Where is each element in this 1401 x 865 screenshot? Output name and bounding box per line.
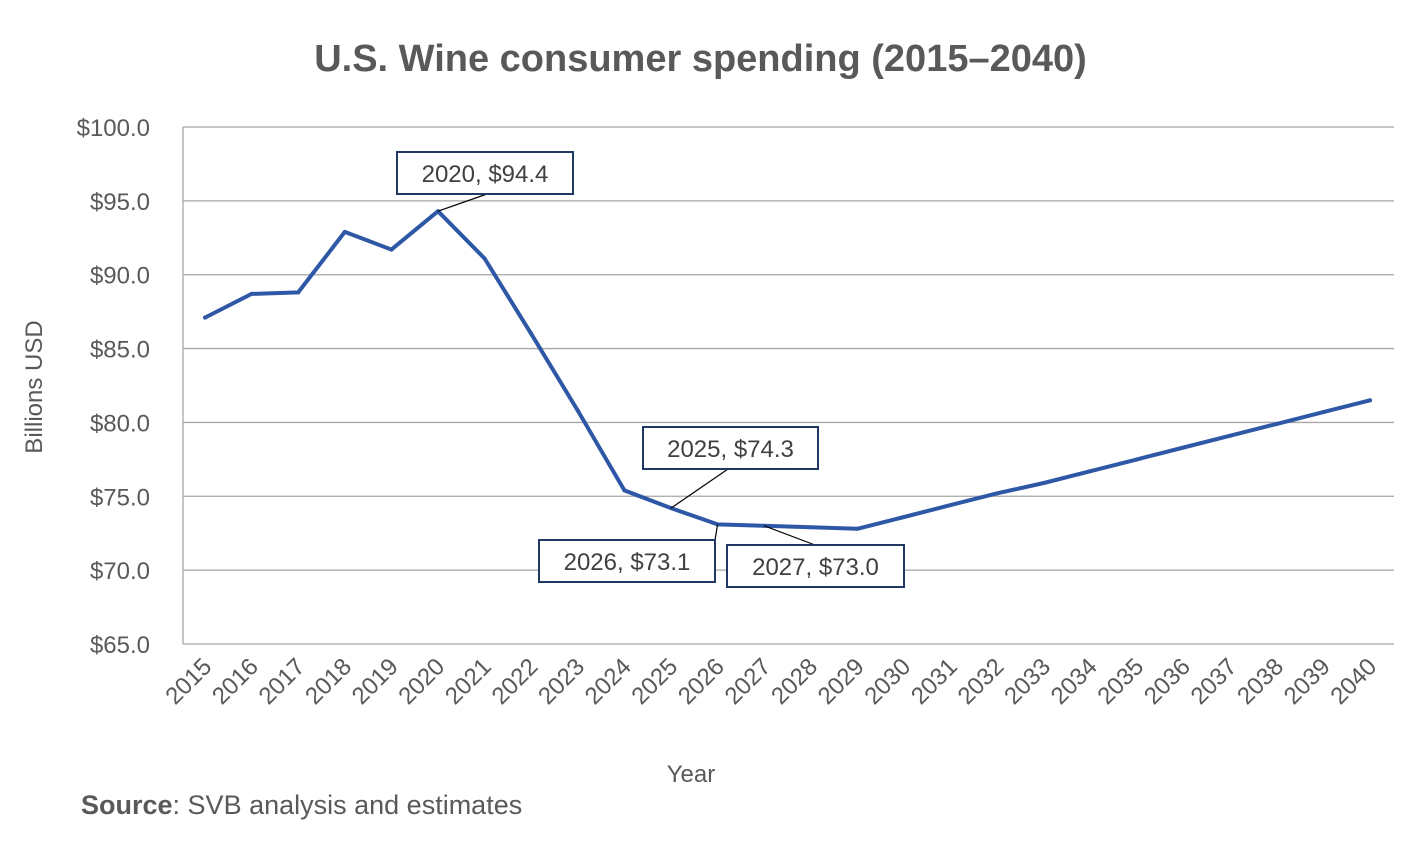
x-tick-label: 2018 bbox=[300, 653, 357, 710]
annotation-callout: 2026, $73.1 bbox=[538, 524, 719, 583]
x-tick-label: 2038 bbox=[1232, 653, 1289, 710]
x-tick-label: 2028 bbox=[766, 653, 823, 710]
data-point bbox=[1228, 433, 1233, 438]
x-tick-label: 2039 bbox=[1279, 653, 1336, 710]
source-note: Source: SVB analysis and estimates bbox=[81, 790, 522, 821]
x-axis-ticks: 2015201620172018201920202021202220232024… bbox=[160, 653, 1382, 710]
x-axis-label: Year bbox=[667, 761, 716, 788]
x-tick-label: 2027 bbox=[720, 653, 777, 710]
series-line-path bbox=[203, 209, 1372, 531]
chart-title: U.S. Wine consumer spending (2015–2040) bbox=[314, 38, 1087, 80]
data-point bbox=[482, 256, 487, 261]
y-tick-label: $90.0 bbox=[90, 263, 150, 290]
data-point bbox=[1135, 457, 1139, 462]
x-tick-label: 2020 bbox=[393, 653, 450, 710]
data-point bbox=[529, 331, 534, 336]
callout-label: 2020, $94.4 bbox=[422, 161, 549, 188]
callout-leader bbox=[763, 525, 816, 546]
x-tick-label: 2015 bbox=[160, 653, 217, 710]
x-tick-label: 2021 bbox=[440, 653, 497, 710]
data-point bbox=[1321, 410, 1326, 415]
annotation-callout: 2020, $94.4 bbox=[396, 151, 574, 212]
y-tick-label: $100.0 bbox=[77, 115, 150, 142]
data-point bbox=[296, 290, 301, 295]
data-point bbox=[389, 247, 394, 252]
x-tick-label: 2022 bbox=[487, 653, 544, 710]
x-tick-label: 2025 bbox=[626, 653, 683, 710]
x-tick-label: 2016 bbox=[207, 653, 264, 710]
callout-box bbox=[538, 539, 716, 583]
y-tick-label: $95.0 bbox=[90, 189, 150, 216]
x-tick-label: 2037 bbox=[1186, 653, 1243, 710]
y-tick-label: $85.0 bbox=[90, 337, 150, 364]
callout-box bbox=[726, 544, 905, 588]
callout-leader bbox=[670, 468, 729, 509]
data-point bbox=[1274, 421, 1279, 426]
data-point bbox=[203, 315, 207, 320]
x-tick-label: 2034 bbox=[1046, 653, 1103, 710]
data-point bbox=[1041, 480, 1046, 485]
data-point bbox=[948, 503, 953, 508]
y-axis-ticks: $65.0 $70.0 $75.0 $80.0 $85.0 $90.0 $95.0 $100.… bbox=[77, 115, 150, 659]
x-tick-label: 2031 bbox=[906, 653, 963, 710]
callout-label: 2025, $74.3 bbox=[667, 436, 794, 463]
callout-leader bbox=[437, 193, 488, 212]
callout-box bbox=[396, 151, 574, 195]
data-point bbox=[1088, 469, 1093, 474]
x-tick-label: 2032 bbox=[953, 653, 1010, 710]
callout-label: 2026, $73.1 bbox=[564, 549, 691, 576]
x-tick-label: 2040 bbox=[1325, 653, 1382, 710]
data-point bbox=[995, 491, 1000, 496]
y-tick-label: $70.0 bbox=[90, 558, 150, 585]
x-tick-label: 2033 bbox=[999, 653, 1056, 710]
series-line bbox=[203, 209, 1372, 531]
data-point bbox=[1368, 398, 1372, 403]
data-point bbox=[855, 526, 860, 531]
annotation-callout: 2025, $74.3 bbox=[642, 426, 819, 509]
x-tick-label: 2024 bbox=[580, 653, 637, 710]
y-tick-label: $75.0 bbox=[90, 484, 150, 511]
callout-box bbox=[642, 426, 819, 470]
source-text: : SVB analysis and estimates bbox=[172, 790, 523, 820]
x-tick-label: 2026 bbox=[673, 653, 730, 710]
x-tick-label: 2023 bbox=[533, 653, 590, 710]
annotation-callout: 2027, $73.0 bbox=[726, 525, 905, 588]
x-tick-label: 2029 bbox=[813, 653, 870, 710]
source-prefix: Source bbox=[81, 790, 173, 820]
data-point bbox=[575, 408, 580, 413]
x-tick-label: 2036 bbox=[1139, 653, 1196, 710]
x-tick-label: 2030 bbox=[859, 653, 916, 710]
data-point bbox=[249, 291, 254, 296]
y-tick-label: $80.0 bbox=[90, 410, 150, 437]
x-tick-label: 2035 bbox=[1092, 653, 1149, 710]
data-point bbox=[342, 229, 347, 234]
callout-leader bbox=[714, 524, 719, 541]
annotations: 2020, $94.4 2025, $74.3 2026, $73.1 2027, $… bbox=[396, 151, 905, 588]
data-point bbox=[622, 488, 627, 493]
x-tick-label: 2019 bbox=[347, 653, 404, 710]
x-tick-label: 2017 bbox=[254, 653, 311, 710]
data-point bbox=[1181, 445, 1186, 450]
callout-label: 2027, $73.0 bbox=[752, 554, 879, 581]
data-point bbox=[902, 514, 906, 519]
y-tick-label: $65.0 bbox=[90, 632, 150, 659]
y-axis-label: Billions USD bbox=[21, 320, 48, 453]
data-point bbox=[808, 525, 813, 530]
